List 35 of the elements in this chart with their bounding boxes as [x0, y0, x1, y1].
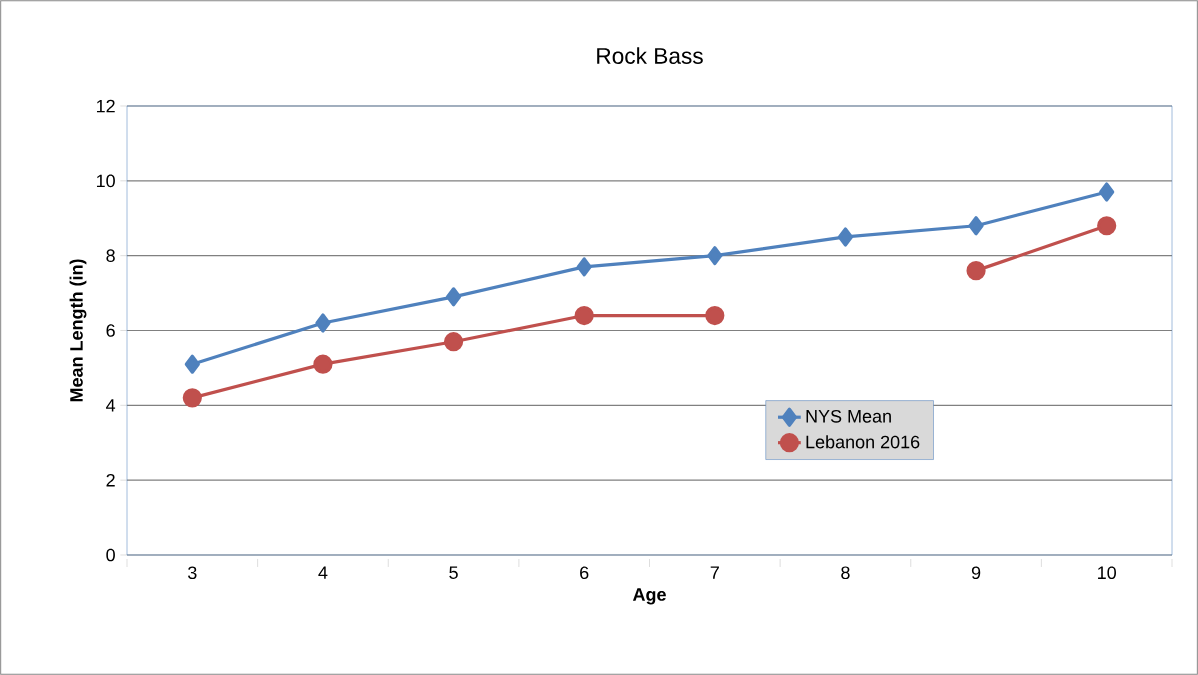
point	[968, 216, 984, 236]
point	[313, 354, 333, 374]
point	[966, 261, 986, 281]
y-tick-label: 10	[96, 174, 115, 188]
point	[182, 388, 202, 408]
point	[184, 354, 200, 374]
x-axis-title: Age	[632, 588, 666, 605]
point	[445, 287, 462, 307]
y-tick-label: 6	[106, 324, 115, 337]
x-tick-label: 8	[841, 566, 850, 580]
point	[707, 246, 723, 266]
legend-label: Lebanon 2016	[806, 435, 920, 449]
y-tick-label: 0	[106, 548, 115, 562]
x-tick-label: 4	[318, 566, 328, 579]
x-tick-label: 9	[971, 566, 981, 580]
x-tick-label: 7	[710, 566, 719, 579]
point	[574, 305, 594, 326]
y-tick-label: 4	[106, 399, 116, 412]
legend-label: NYS Mean	[806, 409, 891, 423]
x-tick-label: 5	[449, 566, 458, 579]
point	[837, 227, 854, 247]
y-tick-label: 8	[106, 249, 115, 263]
point	[1097, 216, 1117, 236]
point	[705, 305, 725, 326]
x-tick-label: 6	[580, 566, 589, 580]
point	[315, 313, 331, 333]
y-tick-label: 2	[106, 473, 115, 487]
chart-title: Rock Bass	[597, 47, 703, 64]
y-axis-title: Mean Length (in)	[69, 259, 87, 402]
point	[1099, 182, 1115, 202]
y-tick-label: 12	[96, 99, 115, 113]
x-tick-label: 3	[188, 566, 197, 580]
point	[576, 257, 592, 277]
x-tick-label: 10	[1098, 566, 1116, 580]
point	[443, 332, 464, 352]
